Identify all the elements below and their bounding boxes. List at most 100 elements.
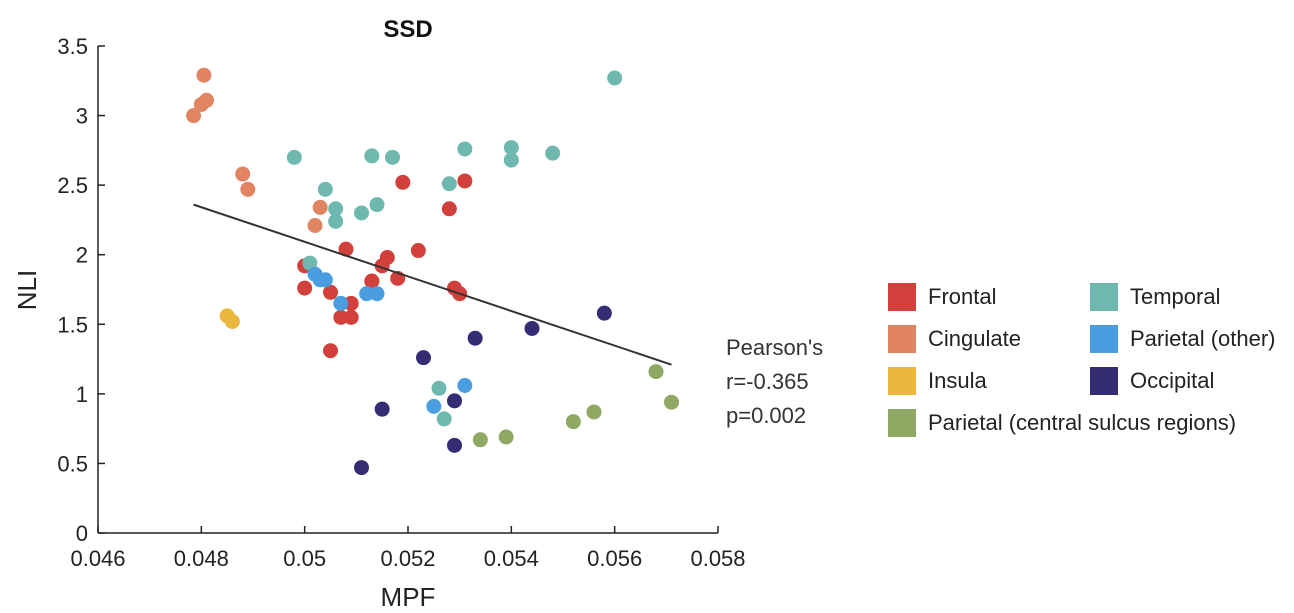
point-parietal-central-sulcus-regions <box>664 394 679 410</box>
y-tick-label: 1.5 <box>57 312 88 337</box>
point-frontal <box>364 273 380 289</box>
legend-label-parietal-other: Parietal (other) <box>1130 326 1276 351</box>
point-frontal <box>395 174 411 190</box>
legend-label-frontal: Frontal <box>928 284 997 309</box>
y-tick-label: 2 <box>76 243 88 268</box>
point-frontal <box>297 280 313 296</box>
x-tick-label: 0.056 <box>587 546 642 571</box>
legend-label-insula: Insula <box>928 368 987 393</box>
stats-line-3: p=0.002 <box>726 403 807 428</box>
point-temporal <box>385 149 400 165</box>
x-tick-label: 0.052 <box>380 546 435 571</box>
point-temporal <box>302 255 318 271</box>
x-tick-label: 0.054 <box>484 546 539 571</box>
legend-label-temporal: Temporal <box>1130 284 1221 309</box>
point-cingulate <box>235 166 251 182</box>
point-occipital <box>374 401 390 417</box>
point-cingulate <box>186 108 202 124</box>
point-temporal <box>364 148 380 164</box>
point-frontal <box>457 173 473 189</box>
point-parietal-other <box>457 378 473 394</box>
point-frontal <box>323 343 338 359</box>
point-temporal <box>607 70 623 86</box>
legend-swatch-occipital <box>1090 367 1118 395</box>
point-temporal <box>441 176 457 192</box>
legend-item-parietal-central: Parietal (central sulcus regions) <box>888 409 1236 437</box>
point-frontal <box>333 309 349 325</box>
y-tick-label: 1 <box>76 382 88 407</box>
legend-swatch-cingulate <box>888 325 916 353</box>
point-cingulate <box>199 92 214 108</box>
point-frontal <box>379 249 395 265</box>
point-temporal <box>545 145 561 161</box>
y-tick-label: 0.5 <box>57 451 88 476</box>
point-frontal <box>441 201 457 217</box>
point-frontal <box>323 284 338 300</box>
point-temporal <box>328 201 344 217</box>
y-axis-label: NLI <box>12 270 42 310</box>
point-parietal-other <box>426 398 442 414</box>
point-parietal-central-sulcus-regions <box>648 364 664 380</box>
point-occipital <box>596 305 612 321</box>
pearson-stats: Pearson's r=-0.365 p=0.002 <box>726 331 823 433</box>
trend-line <box>193 203 672 366</box>
stats-line-1: Pearson's <box>726 335 824 360</box>
point-cingulate <box>307 217 323 233</box>
point-temporal <box>328 213 344 229</box>
point-frontal <box>338 241 354 257</box>
chart-title: SSD <box>383 16 432 43</box>
point-parietal-other <box>317 272 333 288</box>
point-insula <box>224 314 240 330</box>
legend-item-occipital: Occipital <box>1090 367 1214 395</box>
point-cingulate <box>240 181 256 197</box>
point-temporal <box>436 411 452 427</box>
legend-swatch-parietal-other <box>1090 325 1118 353</box>
point-parietal-central-sulcus-regions <box>586 404 602 420</box>
legend-item-insula: Insula <box>888 367 987 395</box>
x-tick-label: 0.048 <box>174 546 229 571</box>
y-tick-label: 0 <box>76 521 88 546</box>
point-occipital <box>416 350 431 366</box>
point-parietal-central-sulcus-regions <box>498 429 514 445</box>
y-tick-label: 2.5 <box>57 173 88 198</box>
legend-item-parietal-other: Parietal (other) <box>1090 325 1276 353</box>
point-temporal <box>317 181 333 197</box>
point-occipital <box>447 437 462 453</box>
point-frontal <box>410 243 426 259</box>
point-occipital <box>524 320 540 336</box>
point-temporal <box>503 152 519 168</box>
legend-item-frontal: Frontal <box>888 283 996 311</box>
point-temporal <box>431 380 447 396</box>
point-temporal <box>457 141 473 157</box>
point-parietal-central-sulcus-regions <box>472 432 488 448</box>
point-occipital <box>354 460 369 476</box>
point-parietal-other <box>333 295 349 311</box>
y-tick-label: 3.5 <box>57 34 88 59</box>
point-temporal <box>369 197 385 213</box>
y-tick-label: 3 <box>76 104 88 129</box>
x-tick-label: 0.046 <box>70 546 125 571</box>
legend-swatch-parietal-central <box>888 409 916 437</box>
x-tick-label: 0.05 <box>283 546 326 571</box>
legend-item-cingulate: Cingulate <box>888 325 1021 353</box>
point-parietal-other <box>369 286 385 302</box>
point-parietal-central-sulcus-regions <box>565 414 581 430</box>
legend-swatch-temporal <box>1090 283 1118 311</box>
point-temporal <box>354 205 369 221</box>
point-temporal <box>503 140 519 156</box>
point-parietal-other <box>359 286 375 302</box>
legend-item-temporal: Temporal <box>1090 283 1220 311</box>
point-temporal <box>286 149 302 165</box>
point-occipital <box>467 330 483 346</box>
point-cingulate <box>196 67 212 83</box>
stats-line-2: r=-0.365 <box>726 369 809 394</box>
x-axis-label: MPF <box>381 582 436 612</box>
legend-label-cingulate: Cingulate <box>928 326 1021 351</box>
point-occipital <box>447 393 462 409</box>
point-frontal <box>343 295 359 311</box>
point-cingulate <box>312 199 328 215</box>
point-frontal <box>343 309 359 325</box>
legend-label-parietal-central: Parietal (central sulcus regions) <box>928 410 1237 435</box>
legend-label-occipital: Occipital <box>1130 368 1215 393</box>
